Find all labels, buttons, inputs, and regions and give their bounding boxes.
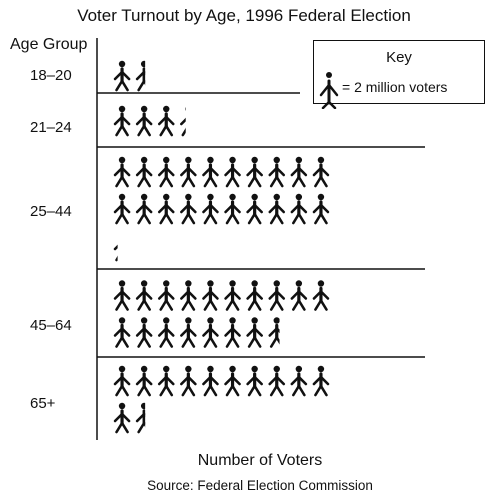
voter-icon bbox=[135, 105, 153, 137]
voter-icon bbox=[202, 317, 219, 348]
voter-icon bbox=[135, 280, 153, 311]
partial-voter-icon bbox=[268, 317, 280, 348]
voter-icon bbox=[135, 193, 153, 225]
voter-icon bbox=[290, 365, 308, 397]
voter-icon bbox=[246, 280, 263, 311]
voter-icon bbox=[202, 156, 219, 188]
group-label: 45–64 bbox=[30, 317, 72, 334]
voter-icon bbox=[246, 156, 263, 188]
voter-icon bbox=[113, 365, 131, 397]
voter-icon bbox=[180, 156, 197, 188]
voter-icon bbox=[290, 193, 308, 225]
chart-title: Voter Turnout by Age, 1996 Federal Elect… bbox=[77, 6, 411, 25]
voter-icon bbox=[113, 280, 131, 311]
voter-icon bbox=[180, 193, 197, 225]
source-note: Source: Federal Election Commission bbox=[147, 478, 373, 493]
group-label: 25–44 bbox=[30, 203, 72, 220]
key-text: = 2 million voters bbox=[342, 79, 448, 95]
voter-icon bbox=[180, 365, 197, 397]
voter-icon bbox=[202, 365, 219, 397]
group-label: 65+ bbox=[30, 395, 56, 412]
x-axis-label: Number of Voters bbox=[197, 452, 323, 469]
voter-icon bbox=[202, 193, 219, 225]
partial-voter-icon bbox=[135, 60, 146, 92]
voter-icon bbox=[246, 365, 263, 397]
group-label: 21–24 bbox=[30, 119, 72, 136]
voter-icon bbox=[157, 105, 175, 137]
voter-icon bbox=[312, 365, 330, 397]
group-label: 18–20 bbox=[30, 67, 72, 84]
voter-icon bbox=[157, 365, 175, 397]
voter-icon bbox=[157, 193, 175, 225]
voter-icon bbox=[224, 365, 241, 397]
voter-icon bbox=[135, 156, 153, 188]
key-title: Key bbox=[386, 49, 412, 66]
key-box: Key = 2 million voters bbox=[313, 40, 485, 109]
voter-icon bbox=[224, 193, 241, 225]
voter-icon bbox=[246, 193, 263, 225]
voter-icon bbox=[113, 402, 131, 434]
partial-voter-icon bbox=[180, 107, 186, 137]
voter-icon bbox=[268, 193, 286, 225]
voter-icon bbox=[224, 280, 241, 311]
voter-icon bbox=[319, 72, 339, 109]
y-axis-label: Age Group bbox=[10, 36, 88, 53]
voter-icon bbox=[224, 317, 241, 348]
voter-icon bbox=[113, 60, 131, 92]
voter-icon bbox=[312, 156, 330, 188]
partial-voter-icon bbox=[135, 402, 146, 434]
voter-icon bbox=[113, 193, 131, 225]
voter-icon bbox=[246, 317, 263, 348]
voter-icon bbox=[312, 193, 330, 225]
voter-icon bbox=[268, 156, 286, 188]
voter-icon bbox=[113, 317, 131, 348]
voter-icon bbox=[113, 105, 131, 137]
partial-voter-icon bbox=[113, 244, 118, 262]
voter-icon bbox=[290, 280, 308, 311]
voter-icon bbox=[268, 280, 286, 311]
voter-icon bbox=[157, 317, 175, 348]
voter-icon bbox=[157, 280, 175, 311]
voter-icon bbox=[202, 280, 219, 311]
voter-icon bbox=[268, 365, 286, 397]
voter-icon bbox=[180, 317, 197, 348]
voter-icon bbox=[290, 156, 308, 188]
voter-icon bbox=[224, 156, 241, 188]
voter-icon bbox=[113, 156, 131, 188]
voter-icon bbox=[180, 280, 197, 311]
voter-icon bbox=[312, 280, 330, 311]
voter-icon bbox=[135, 317, 153, 348]
voter-icon bbox=[157, 156, 175, 188]
voter-icon bbox=[135, 365, 153, 397]
